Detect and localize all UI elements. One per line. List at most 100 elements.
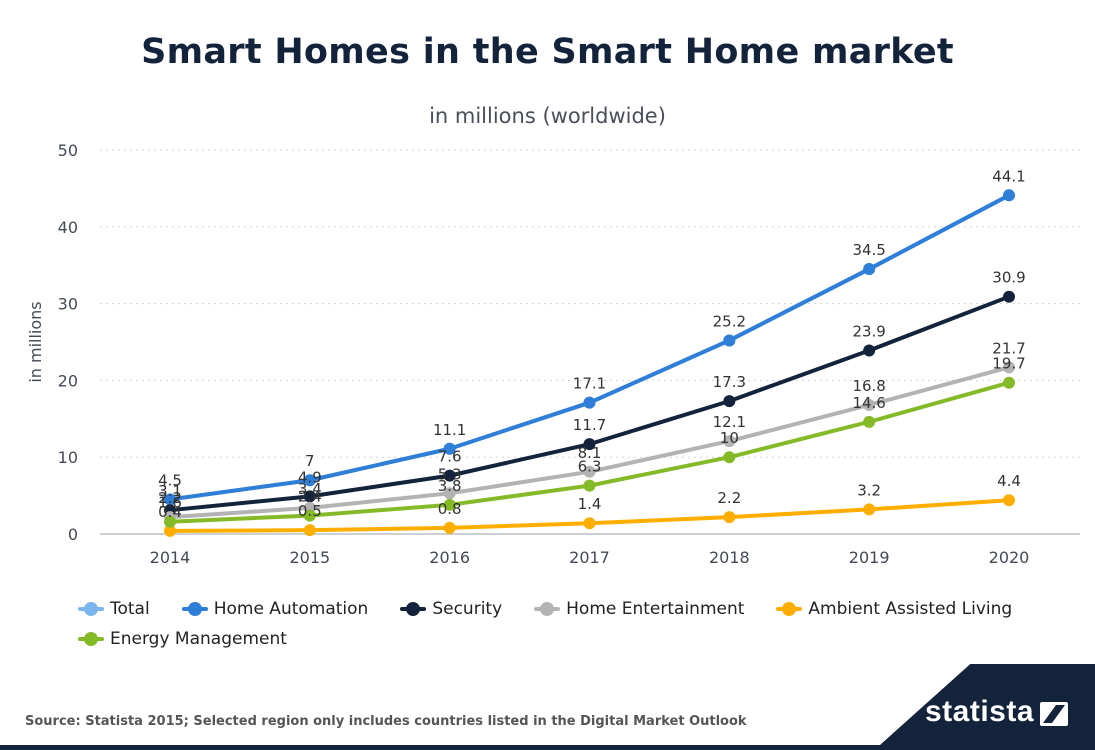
data-point[interactable] <box>1003 189 1015 202</box>
data-label: 2.4 <box>298 488 322 506</box>
legend-item[interactable]: Home Entertainment <box>534 598 744 620</box>
legend-item[interactable]: Security <box>400 598 502 620</box>
legend-marker-icon <box>534 602 561 616</box>
data-label: 30.9 <box>992 269 1025 287</box>
data-label: 19.7 <box>992 355 1025 373</box>
data-label: 0.4 <box>158 503 182 521</box>
legend-item[interactable]: Home Automation <box>181 598 369 620</box>
data-point[interactable] <box>164 524 176 537</box>
data-point[interactable] <box>303 490 316 503</box>
data-point[interactable] <box>443 442 456 455</box>
data-point[interactable] <box>583 479 596 492</box>
data-label: 4.5 <box>158 471 182 489</box>
data-point[interactable] <box>863 344 876 357</box>
chart-legend: Total Home Automation Security Home Enterta… <box>78 598 1068 650</box>
data-label: 3.4 <box>298 480 322 498</box>
data-point[interactable] <box>443 498 456 511</box>
legend-label: Total <box>110 599 150 619</box>
chart-subtitle: in millions (worldwide) <box>429 104 666 128</box>
legend-item[interactable]: Total <box>78 598 150 620</box>
data-label: 1.4 <box>578 495 602 513</box>
y-axis-label: in millions <box>26 301 45 382</box>
data-point[interactable] <box>443 487 456 500</box>
line-chart: 0 10 20 30 40 50 2014 2015 2016 2017 2018 2019 2020 i… <box>26 141 1080 567</box>
y-tick-label: 30 <box>58 295 78 314</box>
data-point[interactable] <box>1003 361 1015 374</box>
data-label: 4.4 <box>997 472 1021 490</box>
data-label: 2.2 <box>717 489 741 507</box>
legend-label: Ambient Assisted Living <box>808 599 1013 619</box>
data-point[interactable] <box>863 263 876 276</box>
data-point[interactable] <box>723 334 736 347</box>
data-label: 23.9 <box>852 322 885 340</box>
data-label: 11.7 <box>573 416 606 434</box>
data-label: 6.3 <box>578 458 602 476</box>
legend-label: Home Automation <box>213 599 369 619</box>
x-tick-label: 2018 <box>709 548 750 567</box>
legend-marker-icon <box>78 632 104 646</box>
data-label: 25.2 <box>713 312 746 330</box>
data-point[interactable] <box>723 451 736 464</box>
legend-marker-icon <box>776 602 803 616</box>
legend-item[interactable]: Energy Management <box>78 628 287 650</box>
data-label: 3.8 <box>438 477 462 495</box>
data-label: 3.2 <box>857 481 881 499</box>
data-point[interactable] <box>164 515 176 528</box>
data-label: 14.6 <box>852 394 885 412</box>
data-label: 10 <box>720 429 739 447</box>
data-point[interactable] <box>303 474 316 487</box>
data-label: 17.3 <box>713 373 746 391</box>
data-point[interactable] <box>1003 494 1015 507</box>
data-point[interactable] <box>583 465 596 478</box>
y-tick-label: 20 <box>58 371 78 390</box>
data-label: 4.9 <box>298 468 322 486</box>
data-label: 44.1 <box>992 167 1025 185</box>
data-label: 7 <box>305 452 315 470</box>
brand-logo-text: statista <box>925 695 1035 728</box>
data-label: 12.1 <box>713 413 746 431</box>
data-point[interactable] <box>863 415 876 428</box>
data-label: 17.1 <box>573 375 606 393</box>
data-label: 3.1 <box>158 482 182 500</box>
data-point[interactable] <box>164 493 176 506</box>
data-point[interactable] <box>583 396 596 409</box>
legend-marker-icon <box>400 602 427 616</box>
y-tick-label: 50 <box>58 141 78 160</box>
data-point[interactable] <box>443 469 456 482</box>
y-tick-label: 40 <box>58 218 78 237</box>
x-tick-label: 2019 <box>849 548 890 567</box>
chart-title: Smart Homes in the Smart Home market <box>141 32 954 72</box>
data-point[interactable] <box>863 503 876 516</box>
data-point[interactable] <box>1003 290 1015 303</box>
legend-marker-icon <box>181 602 208 616</box>
data-point[interactable] <box>863 398 876 411</box>
data-label: 21.7 <box>992 339 1025 357</box>
data-point[interactable] <box>303 524 316 537</box>
legend-label: Security <box>432 599 503 619</box>
legend-marker-icon <box>78 602 104 616</box>
data-label: 1.6 <box>158 494 182 512</box>
y-tick-label: 10 <box>58 448 78 467</box>
data-point[interactable] <box>723 511 736 524</box>
data-label: 7.6 <box>438 448 462 466</box>
x-tick-label: 2020 <box>989 548 1030 567</box>
legend-item[interactable]: Ambient Assisted Living <box>776 598 1012 620</box>
data-label: 16.8 <box>852 377 885 395</box>
data-label: 34.5 <box>852 241 885 259</box>
x-tick-label: 2015 <box>289 548 330 567</box>
legend-label: Home Entertainment <box>566 599 745 619</box>
data-point[interactable] <box>583 438 596 451</box>
data-point[interactable] <box>583 517 596 530</box>
data-point[interactable] <box>1003 376 1015 389</box>
data-point[interactable] <box>723 435 736 448</box>
data-point[interactable] <box>303 509 316 522</box>
footer-rule <box>0 745 1095 750</box>
data-label: 0.8 <box>438 500 462 518</box>
source-note: Source: Statista 2015; Selected region o… <box>25 714 747 729</box>
data-label: 0.5 <box>298 502 322 520</box>
data-point[interactable] <box>723 395 736 408</box>
data-point[interactable] <box>443 521 456 534</box>
y-tick-label: 0 <box>68 525 78 544</box>
statista-logo-icon <box>1040 702 1068 726</box>
data-label: 11.1 <box>433 421 466 439</box>
